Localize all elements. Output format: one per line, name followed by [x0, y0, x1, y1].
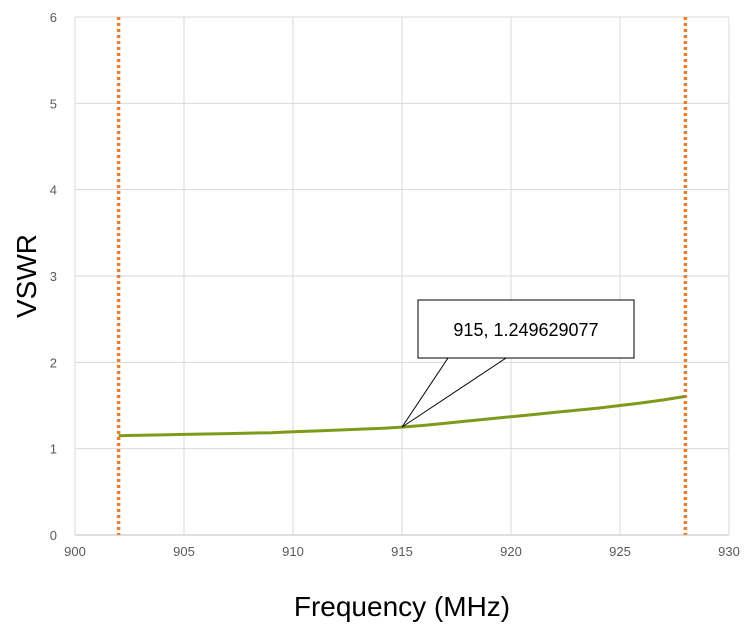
y-tick-label-2: 2: [50, 355, 57, 370]
x-tick-label-930: 930: [718, 544, 740, 559]
y-tick-label-1: 1: [50, 442, 57, 457]
grid-lines: [74, 16, 730, 536]
x-axis-ticks: 900 905 910 915 920 925 930: [64, 544, 740, 559]
y-axis-ticks: 0 1 2 3 4 5 6: [50, 10, 57, 543]
y-tick-label-3: 3: [50, 269, 57, 284]
y-tick-label-5: 5: [50, 96, 57, 111]
x-tick-label-920: 920: [500, 544, 522, 559]
x-tick-label-915: 915: [391, 544, 413, 559]
x-tick-label-925: 925: [609, 544, 631, 559]
y-tick-label-6: 6: [50, 10, 57, 25]
x-axis-title: Frequency (MHz): [294, 591, 510, 622]
callout-box: [417, 299, 635, 359]
band-limit-markers: [116, 17, 688, 535]
callout-pointer: [401, 357, 508, 428]
callout-label: 915, 1.249629077: [453, 320, 598, 340]
y-tick-label-0: 0: [50, 528, 57, 543]
x-tick-label-905: 905: [173, 544, 195, 559]
data-callout: 915, 1.249629077: [401, 299, 635, 428]
x-tick-label-900: 900: [64, 544, 86, 559]
y-axis-title: VSWR: [11, 234, 42, 318]
x-tick-label-910: 910: [282, 544, 304, 559]
y-tick-label-4: 4: [50, 183, 57, 198]
